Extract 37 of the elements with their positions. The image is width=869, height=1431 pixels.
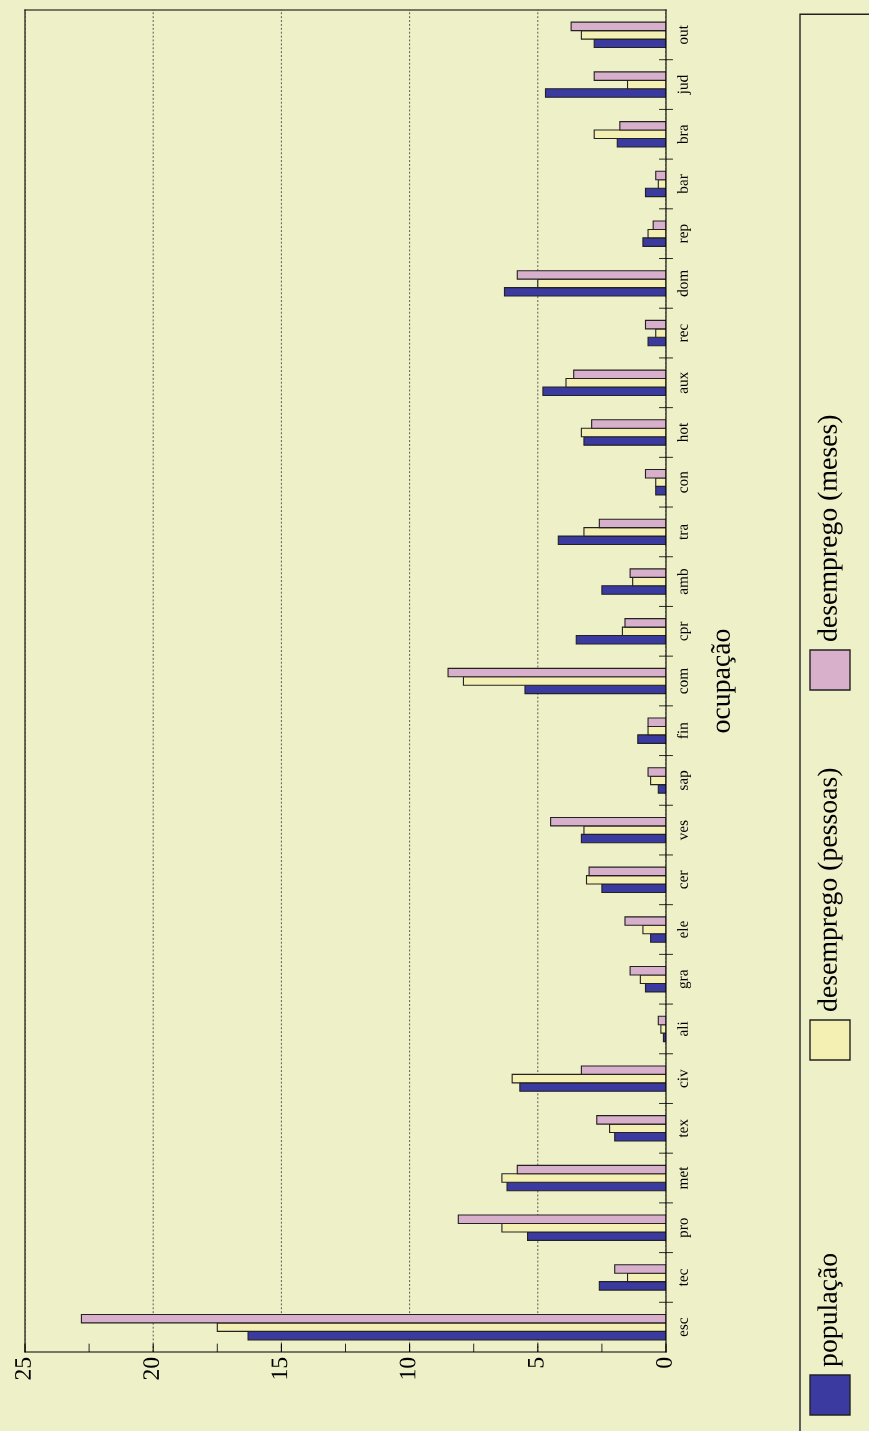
y-tick-label: gra [679,969,691,989]
y-tick-label: dom [677,270,688,297]
x-tick-label: 20 [143,1357,160,1380]
y-tick-label: tec [679,1269,688,1287]
y-tick-label: hot [677,422,688,443]
y-tick-label: civ [677,1069,688,1088]
y-tick-label: amb [677,569,688,595]
x-tick-label: 15 [271,1357,288,1379]
text: desemprego (pessoas) [817,768,843,1011]
y-tick-label: con [680,471,688,493]
y-tick-label: sap [680,770,691,790]
y-tick-label: out [679,25,688,45]
y-tick-label: ali [677,1021,688,1037]
y-tick-label: bra [677,124,688,145]
y-tick-label: pro [680,1218,691,1238]
text: população [817,1253,843,1367]
y-tick-label: met [679,1166,688,1190]
y-tick-label: ves [680,820,688,841]
y-tick-label: rec [680,324,688,343]
y-axis-title: ocupação [710,629,736,733]
y-tick-label: bar [677,174,688,194]
y-tick-label: fin [676,722,688,739]
y-tick-label: esc [680,1317,688,1337]
y-tick-label: com [680,668,688,694]
x-tick-label: 5 [528,1357,544,1368]
y-tick-label: cpr [680,621,691,641]
y-tick-label: jud [677,74,691,95]
x-tick-label: 10 [399,1357,416,1379]
y-tick-label: aux [680,371,688,394]
y-tick-label: ele [677,921,688,938]
text: desemprego (meses) [817,415,843,641]
y-tick-label: tex [679,1119,688,1138]
y-tick-label: cer [680,870,688,889]
y-tick-label: tra [679,524,688,540]
y-tick-label: rep [680,224,691,244]
x-tick-label: 0 [655,1357,672,1368]
x-tick-label: 25 [15,1357,31,1380]
